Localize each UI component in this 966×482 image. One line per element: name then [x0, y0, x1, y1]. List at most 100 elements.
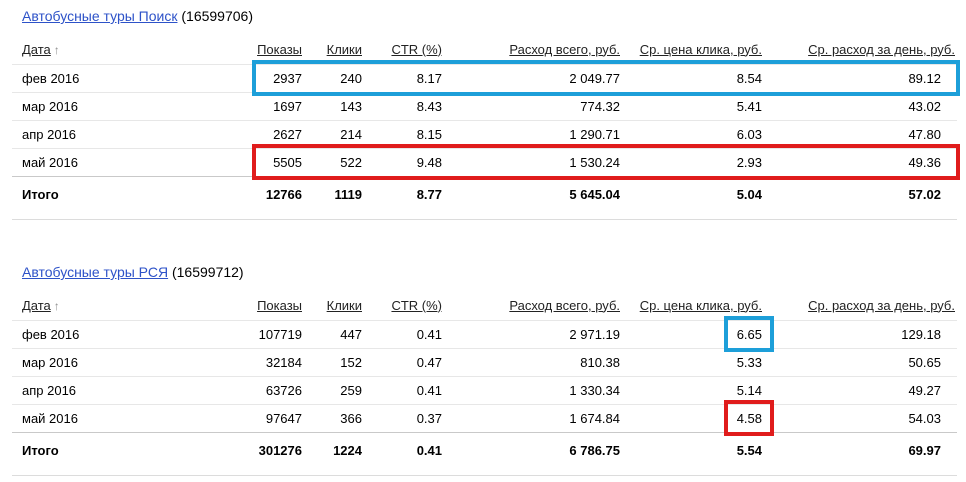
col-header-avg-daily-cost: Ср. расход за день, руб. — [772, 294, 957, 320]
col-header-clicks: Клики — [312, 38, 372, 64]
date-cell: май 2016 — [12, 403, 252, 432]
clicks-cell: 214 — [312, 119, 372, 148]
clicks-cell: 259 — [312, 375, 372, 404]
impressions-cell: 2937 — [252, 63, 312, 92]
total-avg-click-price: 5.04 — [630, 175, 772, 220]
avg-click-price-cell: 5.14 — [630, 375, 772, 404]
report-network-campaign: Автобусные туры РСЯ (16599712) Дата ↑ Пок… — [12, 264, 957, 476]
total-cost-cell: 2 971.19 — [452, 319, 630, 348]
col-header-avg-click-price: Ср. цена клика, руб. — [630, 294, 772, 320]
campaign-id: (16599712) — [171, 264, 244, 280]
impressions-cell: 97647 — [252, 403, 312, 432]
total-cost-cell: 774.32 — [452, 91, 630, 120]
avg-daily-cost-cell: 54.03 — [772, 403, 957, 432]
sort-link-clicks[interactable]: Клики — [326, 297, 362, 313]
ctr-cell: 0.37 — [372, 403, 452, 432]
header-row: Дата ↑ Показы Клики CTR (%) Расход всего,… — [12, 294, 957, 320]
avg-daily-cost-cell: 43.02 — [772, 91, 957, 120]
impressions-cell: 63726 — [252, 375, 312, 404]
col-header-ctr: CTR (%) — [372, 38, 452, 64]
avg-daily-cost-cell: 129.18 — [772, 319, 957, 348]
avg-click-price-cell: 6.03 — [630, 119, 772, 148]
col-header-impressions: Показы — [252, 38, 312, 64]
avg-daily-cost-cell: 49.36 — [772, 147, 957, 176]
impressions-cell: 2627 — [252, 119, 312, 148]
sort-asc-arrow-icon: ↑ — [53, 298, 60, 313]
impressions-cell: 1697 — [252, 91, 312, 120]
sort-link-clicks[interactable]: Клики — [326, 41, 362, 57]
total-ctr: 0.41 — [372, 431, 452, 476]
sort-link-impressions[interactable]: Показы — [257, 41, 302, 57]
avg-daily-cost-cell: 47.80 — [772, 119, 957, 148]
date-cell: май 2016 — [12, 147, 252, 176]
impressions-cell: 5505 — [252, 147, 312, 176]
ctr-cell: 8.43 — [372, 91, 452, 120]
avg-daily-cost-cell: 50.65 — [772, 347, 957, 376]
sort-link-avg-click-price[interactable]: Ср. цена клика, руб. — [639, 297, 762, 313]
total-cost-cell: 810.38 — [452, 347, 630, 376]
table-row-feb: фев 2016 2937 240 8.17 2 049.77 8.54 89.… — [12, 63, 957, 92]
date-cell: мар 2016 — [12, 347, 252, 376]
col-header-date: Дата ↑ — [12, 294, 252, 320]
sort-link-total-cost[interactable]: Расход всего, руб. — [509, 297, 620, 313]
impressions-cell: 32184 — [252, 347, 312, 376]
sort-link-date[interactable]: Дата — [22, 41, 51, 57]
date-cell: апр 2016 — [12, 119, 252, 148]
sort-link-ctr[interactable]: CTR (%) — [391, 41, 442, 57]
clicks-cell: 366 — [312, 403, 372, 432]
total-cost-cell: 1 674.84 — [452, 403, 630, 432]
clicks-cell: 143 — [312, 91, 372, 120]
col-header-total-cost: Расход всего, руб. — [452, 38, 630, 64]
sort-link-date[interactable]: Дата — [22, 297, 51, 313]
col-header-date: Дата ↑ — [12, 38, 252, 64]
total-avg-daily-cost: 69.97 — [772, 431, 957, 476]
campaign-link[interactable]: Автобусные туры Поиск — [22, 8, 178, 24]
total-avg-click-price: 5.54 — [630, 431, 772, 476]
sort-link-impressions[interactable]: Показы — [257, 297, 302, 313]
total-row: Итого 12766 1119 8.77 5 645.04 5.04 57.0… — [12, 175, 957, 220]
table-row-may: май 2016 97647 366 0.37 1 674.84 4.58 54… — [12, 403, 957, 432]
ctr-cell: 9.48 — [372, 147, 452, 176]
total-cost-cell: 1 530.24 — [452, 147, 630, 176]
impressions-cell: 107719 — [252, 319, 312, 348]
col-header-impressions: Показы — [252, 294, 312, 320]
sort-link-avg-click-price[interactable]: Ср. цена клика, руб. — [639, 41, 762, 57]
stats-table-network: Дата ↑ Показы Клики CTR (%) Расход всего,… — [12, 294, 957, 476]
total-clicks: 1224 — [312, 431, 372, 476]
ctr-cell: 8.17 — [372, 63, 452, 92]
table-row-may: май 2016 5505 522 9.48 1 530.24 2.93 49.… — [12, 147, 957, 176]
header-row: Дата ↑ Показы Клики CTR (%) Расход всего,… — [12, 38, 957, 64]
report-title: Автобусные туры Поиск (16599706) — [22, 8, 957, 25]
col-header-total-cost: Расход всего, руб. — [452, 294, 630, 320]
table-row-feb: фев 2016 107719 447 0.41 2 971.19 6.65 1… — [12, 319, 957, 348]
avg-click-price-cell: 8.54 — [630, 63, 772, 92]
avg-daily-cost-cell: 89.12 — [772, 63, 957, 92]
table-row-mar: мар 2016 1697 143 8.43 774.32 5.41 43.02 — [12, 91, 957, 120]
table-row-mar: мар 2016 32184 152 0.47 810.38 5.33 50.6… — [12, 347, 957, 376]
total-cost-cell: 1 330.34 — [452, 375, 630, 404]
total-cost: 6 786.75 — [452, 431, 630, 476]
campaign-id: (16599706) — [181, 8, 253, 24]
ctr-cell: 0.41 — [372, 319, 452, 348]
table-row-apr: апр 2016 63726 259 0.41 1 330.34 5.14 49… — [12, 375, 957, 404]
avg-click-price-cell: 2.93 — [630, 147, 772, 176]
total-clicks: 1119 — [312, 175, 372, 220]
campaign-link[interactable]: Автобусные туры РСЯ — [22, 264, 169, 280]
sort-asc-arrow-icon: ↑ — [53, 42, 60, 57]
sort-link-total-cost[interactable]: Расход всего, руб. — [509, 41, 620, 57]
table-row-apr: апр 2016 2627 214 8.15 1 290.71 6.03 47.… — [12, 119, 957, 148]
date-cell: фев 2016 — [12, 63, 252, 92]
date-cell: фев 2016 — [12, 319, 252, 348]
sort-link-avg-daily-cost[interactable]: Ср. расход за день, руб. — [808, 41, 955, 57]
clicks-cell: 447 — [312, 319, 372, 348]
total-ctr: 8.77 — [372, 175, 452, 220]
col-header-avg-click-price: Ср. цена клика, руб. — [630, 38, 772, 64]
sort-link-avg-daily-cost[interactable]: Ср. расход за день, руб. — [808, 297, 955, 313]
total-impressions: 12766 — [252, 175, 312, 220]
clicks-cell: 152 — [312, 347, 372, 376]
clicks-cell: 522 — [312, 147, 372, 176]
clicks-cell: 240 — [312, 63, 372, 92]
sort-link-ctr[interactable]: CTR (%) — [391, 297, 442, 313]
total-avg-daily-cost: 57.02 — [772, 175, 957, 220]
date-cell: мар 2016 — [12, 91, 252, 120]
